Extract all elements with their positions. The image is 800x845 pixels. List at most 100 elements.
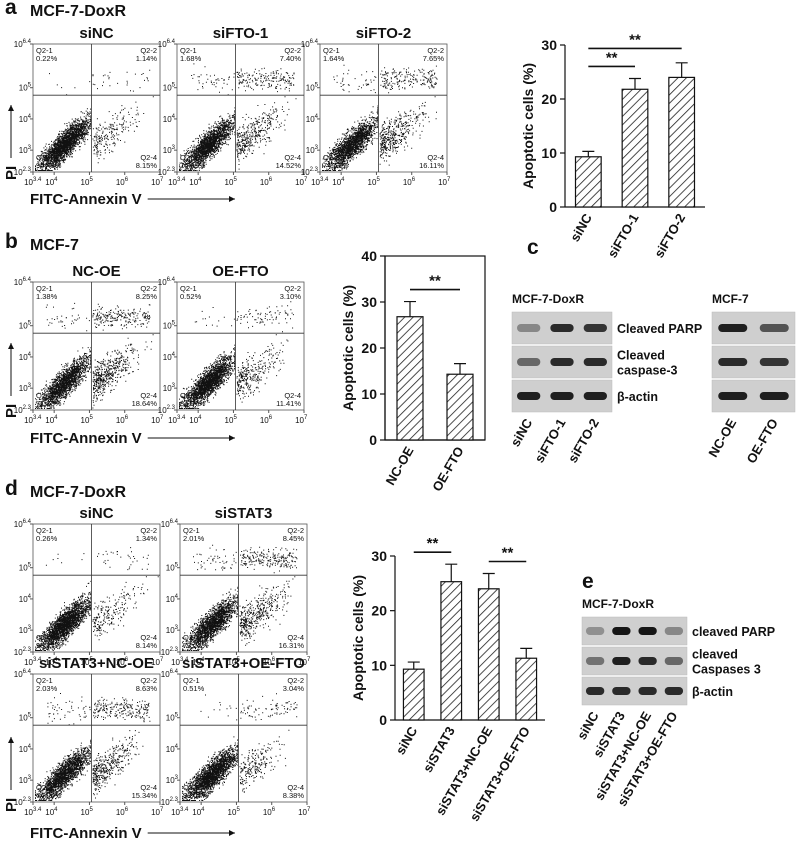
quadrant-percent: 16.11% (419, 161, 444, 170)
y-tick-exp: 4 (28, 352, 32, 358)
dot-cloud (35, 580, 92, 651)
y-axis-label: Apoptotic cells (%) (350, 575, 366, 701)
row-label: caspase-3 (617, 364, 678, 378)
y-tick-exp: 5 (172, 83, 176, 89)
bar (402, 668, 425, 721)
band (638, 657, 657, 665)
y-axis-label: PI (3, 166, 20, 180)
y-axis-label: Apoptotic cells (%) (340, 285, 356, 411)
dot-cloud (191, 63, 235, 96)
y-tick-exp: 5 (28, 83, 32, 89)
quadrant-percent: 7.65% (423, 54, 445, 63)
x-tick-exp: 6 (125, 657, 129, 663)
band (612, 657, 631, 665)
quadrant-percent: 8.25% (136, 292, 158, 301)
row-label: cleaved (692, 648, 738, 662)
y-tick-label: 10 (161, 648, 170, 657)
plot-title: siFTO-1 (213, 25, 269, 42)
dot-cloud (193, 544, 237, 571)
quadrant-percent: 16.31% (279, 641, 305, 650)
y-tick-label: 10 (371, 657, 387, 673)
quadrant-name: Q2-2 (284, 284, 301, 293)
panel-letter: d (5, 477, 18, 500)
x-tick-exp: 6 (269, 415, 273, 421)
y-tick-label: 20 (371, 603, 387, 619)
quadrant-percent: 3.04% (283, 684, 305, 693)
dot-cloud (194, 307, 235, 327)
error-bar (445, 563, 458, 582)
y-tick-label: 10 (14, 168, 23, 177)
y-tick-label: 10 (163, 115, 172, 124)
x-tick-label: 10 (332, 178, 341, 187)
dot-cloud (322, 105, 379, 171)
quadrant-percent: 1.38% (36, 292, 58, 301)
x-tick-exp: 7 (160, 657, 164, 663)
quadrant-name: Q2-4 (427, 153, 444, 162)
y-tick-label: 0 (549, 199, 557, 215)
row-label: β-actin (692, 685, 733, 699)
band (664, 657, 684, 665)
x-tick-exp: 3.4 (33, 177, 42, 183)
x-tick-label: 10 (171, 658, 180, 667)
y-tick-exp: 6.4 (23, 519, 32, 525)
dot-cloud (45, 302, 90, 332)
plot-frame (32, 281, 161, 411)
band (517, 324, 541, 332)
quadrant-name: Q2-1 (36, 46, 53, 55)
x-axis-label: FITC-Annexin V (30, 191, 142, 208)
plot-frame (32, 43, 161, 173)
panel-letter: b (5, 230, 18, 253)
quadrant-name: Q2-4 (140, 153, 157, 162)
x-tick-label: NC-OE (383, 444, 417, 488)
band (718, 324, 748, 332)
y-tick-exp: 6.4 (310, 39, 319, 45)
plot-title: NC-OE (72, 263, 120, 280)
quadrant-name: Q2-4 (287, 633, 304, 642)
x-axis-label: FITC-Annexin V (30, 825, 142, 842)
y-tick-exp: 3 (28, 775, 32, 781)
x-tick-label: 10 (116, 658, 125, 667)
quadrant-name: Q2-3 (36, 783, 53, 792)
dot-cloud (45, 553, 85, 566)
y-tick-label: 10 (301, 168, 310, 177)
arrow-head (8, 343, 14, 349)
bar (574, 156, 602, 208)
x-tick-label: 10 (192, 658, 201, 667)
y-tick-exp: 2.3 (167, 167, 176, 173)
quadrant-name: Q2-3 (36, 633, 53, 642)
quadrant-percent: 11.41% (276, 399, 301, 408)
y-tick-exp: 5 (28, 563, 32, 569)
y-tick-exp: 2.3 (23, 647, 32, 653)
y-tick-label: 10 (158, 278, 167, 287)
band (550, 358, 574, 366)
band (612, 627, 631, 635)
arrow-head (8, 737, 14, 743)
plot-frame (319, 43, 448, 173)
x-tick-label: 10 (438, 178, 447, 187)
y-tick-label: 20 (541, 91, 557, 107)
quadrant-percent: 15.34% (132, 791, 158, 800)
y-tick-label: 20 (361, 340, 377, 356)
quadrant-name: Q2-2 (140, 46, 157, 55)
y-tick-label: 10 (541, 145, 557, 161)
y-tick-exp: 4 (315, 114, 319, 120)
x-tick-label: 10 (225, 178, 234, 187)
dot-cloud (92, 69, 151, 92)
x-tick-label: OE-FTO (429, 444, 466, 494)
dot-cloud (236, 301, 294, 333)
plot-title: siNC (79, 505, 113, 522)
band (759, 324, 789, 332)
plot-frame (176, 43, 305, 173)
dot-cloud (92, 576, 159, 641)
quadrant-percent: 8.38% (283, 791, 305, 800)
x-tick-label: 10 (116, 808, 125, 817)
quadrant-name: Q2-3 (36, 391, 53, 400)
quadrant-percent: 18.64% (132, 399, 158, 408)
y-tick-exp: 2.3 (23, 167, 32, 173)
y-tick-label: 30 (541, 37, 557, 53)
x-tick-exp: 5 (233, 177, 237, 183)
arrow-head (229, 435, 235, 441)
x-tick-label: 10 (24, 808, 33, 817)
x-tick-exp: 3.4 (180, 807, 189, 813)
y-tick-label: 10 (14, 670, 23, 679)
